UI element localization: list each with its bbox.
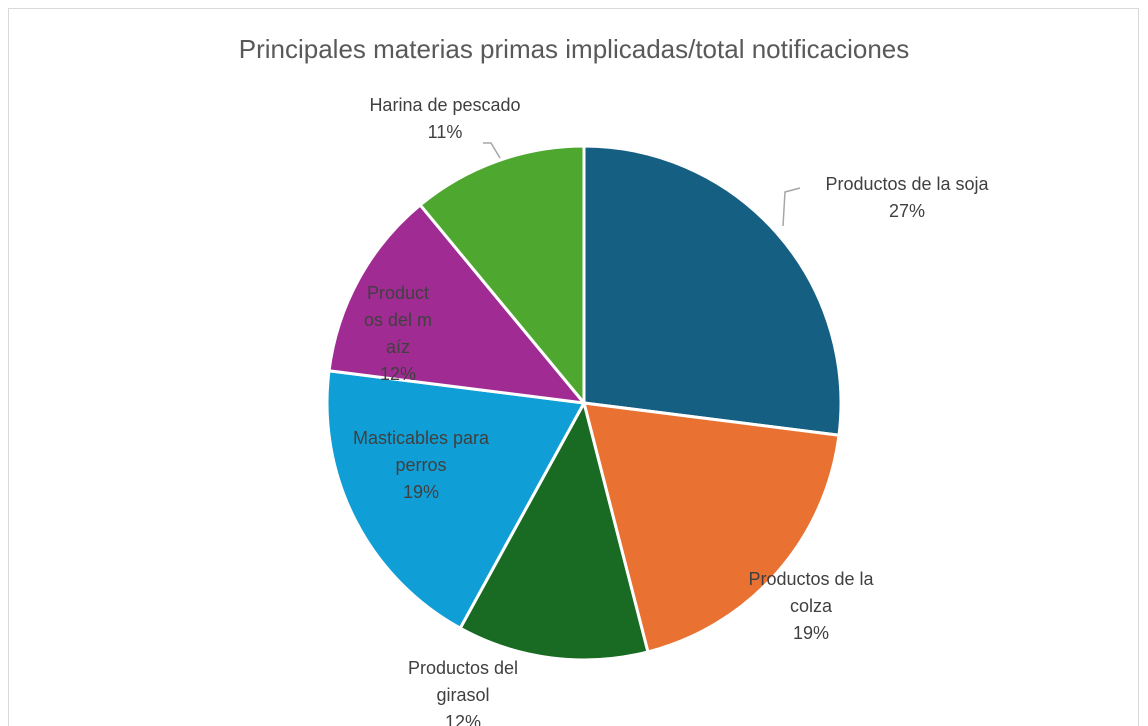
data-label: Harina de pescado 11% <box>330 92 560 146</box>
pie-slice <box>418 144 586 408</box>
chart-frame <box>8 8 1139 726</box>
label-name: Productos de la colza <box>748 569 874 616</box>
pie-slice <box>582 144 843 437</box>
label-name: Productos del girasol <box>407 658 519 705</box>
label-value: 19% <box>792 623 830 643</box>
label-name: Masticables para perros <box>352 428 490 475</box>
label-value: 12% <box>444 712 482 726</box>
label-name: Productos del maíz <box>363 283 433 357</box>
label-value: 27% <box>888 201 926 221</box>
pie-slice <box>458 398 650 662</box>
data-label: Productos de la colza 19% <box>726 566 896 647</box>
label-value: 12% <box>379 364 417 384</box>
data-label: Productos de la soja 27% <box>792 171 1022 225</box>
label-name: Harina de pescado <box>369 95 521 115</box>
pie-slice <box>327 202 588 405</box>
leader-line <box>782 187 801 227</box>
label-name: Productos de la soja <box>825 174 989 194</box>
label-value: 11% <box>427 122 463 142</box>
label-value: 19% <box>402 482 440 502</box>
pie-slice <box>325 369 587 631</box>
pie-slice <box>581 401 841 654</box>
leader-line <box>483 142 501 159</box>
data-label: Masticables para perros 19% <box>334 425 509 506</box>
chart-title: Principales materias primas implicadas/t… <box>238 34 910 64</box>
data-label: Productos del girasol 12% <box>393 655 533 726</box>
data-label: Productos del maíz 12% <box>362 280 434 388</box>
